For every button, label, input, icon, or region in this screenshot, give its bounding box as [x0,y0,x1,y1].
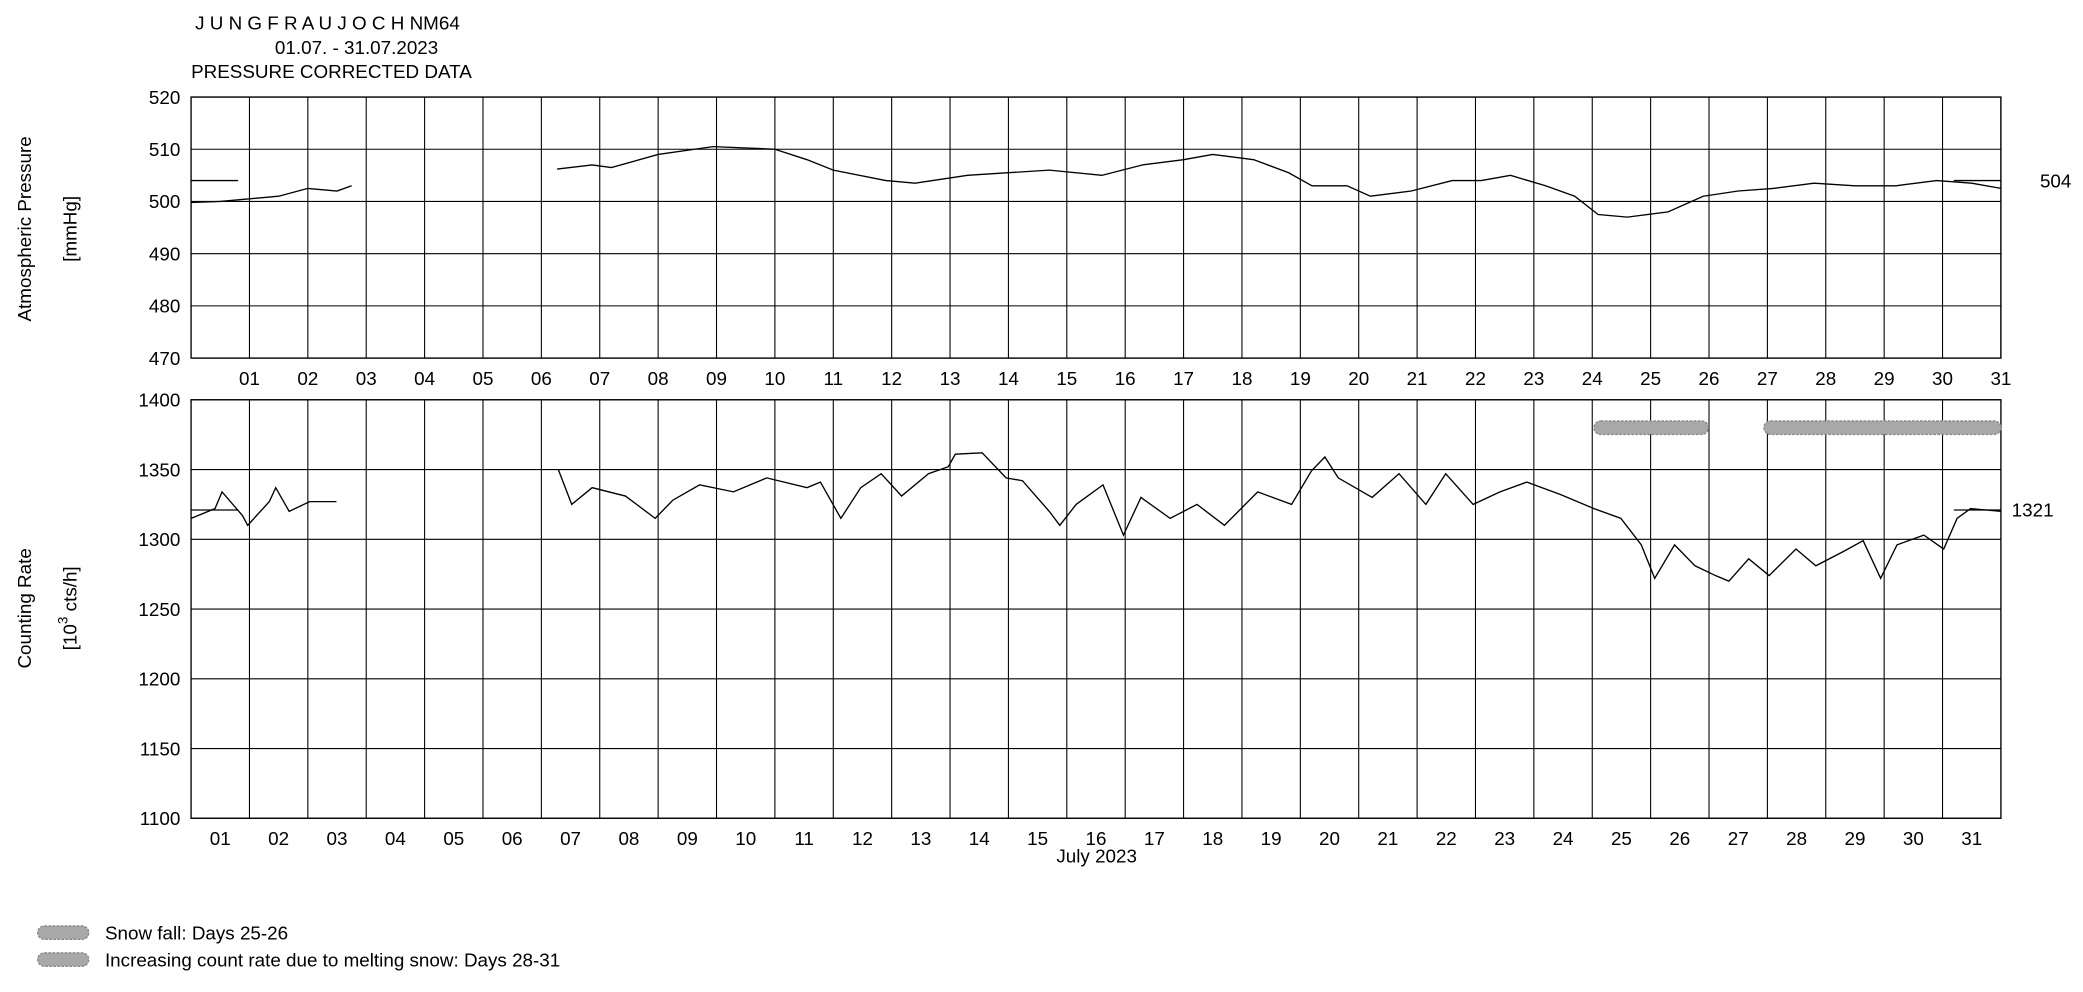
x-tick-label: 10 [735,828,756,849]
x-tick-label: 16 [1115,368,1136,389]
y-axis-unit: [103 cts/h] [55,566,80,650]
x-tick-label: 12 [881,368,902,389]
x-tick-label: 25 [1640,368,1661,389]
y-tick-label: 1100 [140,808,181,829]
data-line [190,452,2001,582]
reference-label: 504 [2040,170,2071,191]
x-tick-label: 11 [824,368,844,389]
x-tick-label: 07 [560,828,581,849]
legend-swatch [37,952,90,967]
x-tick-label: 14 [998,368,1019,389]
x-axis-title: July 2023 [1056,846,1137,867]
x-tick-label: 26 [1699,368,1720,389]
y-tick-label: 490 [149,243,180,264]
x-tick-label: 08 [648,368,669,389]
x-tick-label: 29 [1874,368,1895,389]
x-tick-label: 18 [1231,368,1252,389]
x-tick-label: 20 [1319,828,1340,849]
x-tick-label: 01 [239,368,260,389]
x-tick-label: 23 [1494,828,1515,849]
snow-marker [1593,420,1710,436]
x-tick-label: 24 [1582,368,1603,389]
x-tick-label: 01 [210,828,231,849]
y-tick-label: 1400 [138,390,180,411]
x-tick-label: 07 [589,368,610,389]
y-tick-label: 520 [149,87,180,108]
x-tick-label: 03 [356,368,377,389]
x-tick-label: 06 [502,828,523,849]
snow-marker [1763,420,2002,436]
x-tick-label: 04 [414,368,435,389]
x-tick-label: 04 [385,828,406,849]
x-tick-label: 28 [1786,828,1807,849]
x-tick-label: 14 [969,828,990,849]
x-tick-label: 06 [531,368,552,389]
x-tick-label: 17 [1173,368,1194,389]
x-tick-label: 31 [1961,828,1982,849]
y-tick-label: 480 [149,296,180,317]
x-tick-label: 27 [1757,368,1778,389]
x-tick-label: 27 [1728,828,1749,849]
x-tick-label: 13 [910,828,931,849]
x-tick-label: 18 [1202,828,1223,849]
x-tick-label: 20 [1348,368,1369,389]
x-tick-label: 29 [1844,828,1865,849]
x-tick-label: 12 [852,828,873,849]
y-tick-label: 1350 [138,459,180,480]
x-tick-label: 11 [794,828,814,849]
unit-base: [10 [60,624,81,650]
chart-title: J U N G F R A U J O C H NM64 [195,13,460,34]
x-tick-label: 24 [1553,828,1574,849]
x-tick-label: 22 [1465,368,1486,389]
y-tick-label: 510 [149,139,180,160]
x-tick-label: 08 [618,828,639,849]
x-tick-label: 22 [1436,828,1457,849]
y-axis-unit: [mmHg] [60,196,81,262]
x-tick-label: 02 [297,368,318,389]
x-tick-label: 10 [764,368,785,389]
x-tick-label: 09 [677,828,698,849]
x-tick-label: 15 [1027,828,1048,849]
x-tick-label: 17 [1144,828,1165,849]
x-tick-label: 19 [1261,828,1282,849]
x-tick-label: 19 [1290,368,1311,389]
x-tick-label: 26 [1669,828,1690,849]
y-tick-label: 1150 [140,738,181,759]
chart-subtitle: 01.07. - 31.07.2023 [275,37,438,58]
legend-label: Snow fall: Days 25-26 [105,922,288,943]
legend-label: Increasing count rate due to melting sno… [105,949,560,970]
x-tick-label: 16 [1086,828,1107,849]
unit-exponent: 3 [55,617,70,624]
x-tick-label: 02 [268,828,289,849]
reference-label: 1321 [2012,500,2054,521]
x-tick-label: 15 [1056,368,1077,389]
y-tick-label: 1300 [138,529,180,550]
chart-subtitle: PRESSURE CORRECTED DATA [191,61,472,82]
x-tick-label: 31 [1990,368,2011,389]
x-tick-label: 21 [1407,368,1428,389]
x-tick-label: 05 [473,368,494,389]
x-tick-label: 25 [1611,828,1632,849]
y-axis-title: Atmospheric Pressure [14,136,35,321]
x-tick-label: 30 [1932,368,1953,389]
x-tick-label: 21 [1377,828,1398,849]
y-tick-label: 500 [149,191,180,212]
x-tick-label: 30 [1903,828,1924,849]
x-tick-label: 03 [327,828,348,849]
x-tick-label: 23 [1523,368,1544,389]
x-tick-label: 09 [706,368,727,389]
legend-swatch [37,925,90,941]
unit-rest: cts/h] [60,566,81,611]
plot-frame [190,96,2002,359]
y-tick-label: 1250 [138,599,180,620]
y-axis-title: Counting Rate [14,548,35,668]
y-tick-label: 470 [149,348,180,369]
x-tick-label: 28 [1815,368,1836,389]
x-tick-label: 13 [940,368,961,389]
y-tick-label: 1200 [138,669,180,690]
x-tick-label: 05 [443,828,464,849]
data-line [191,145,2002,218]
